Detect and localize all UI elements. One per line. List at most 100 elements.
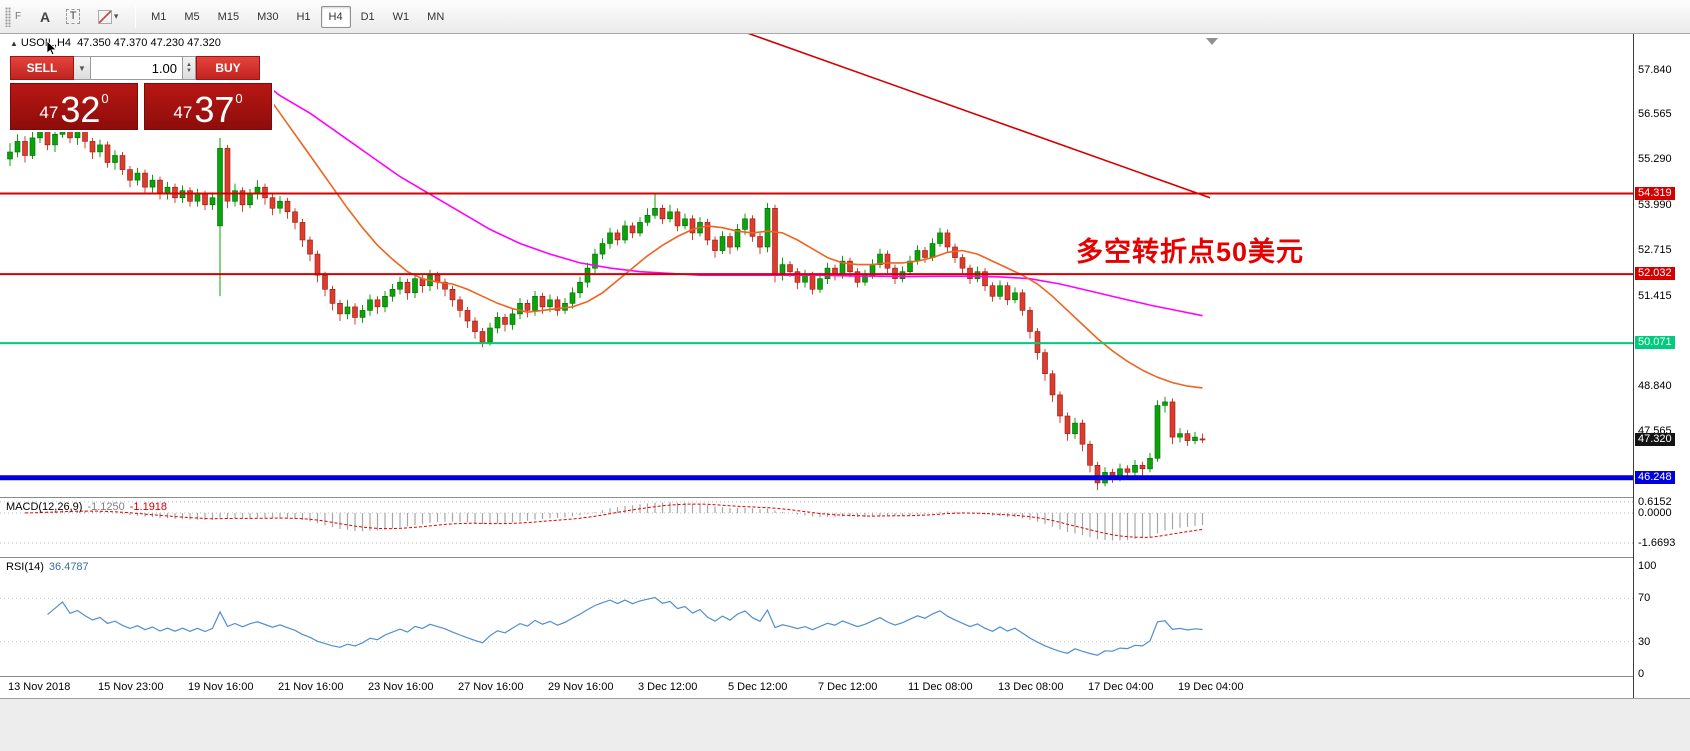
price-chart[interactable] — [0, 34, 1633, 497]
buy-price-box[interactable]: 47 37 0 — [144, 83, 272, 130]
panel-separator[interactable] — [0, 497, 1690, 498]
rsi-scale-tick: 0 — [1638, 668, 1645, 680]
chart-shift-icon[interactable] — [1206, 38, 1218, 45]
chart-annotation-text: 多空转折点50美元 — [1076, 237, 1305, 267]
chevron-down-icon: ▾ — [113, 11, 119, 21]
buy-price-sup: 0 — [235, 91, 243, 106]
macd-signal-value: -1.1918 — [129, 501, 168, 513]
time-axis-label: 19 Dec 04:00 — [1178, 681, 1244, 693]
rsi-scale-tick: 70 — [1638, 592, 1651, 605]
rsi-value: 36.4787 — [48, 561, 89, 573]
symbol-ohlc-line: ▲ USOIL,H4 47.350 47.370 47.230 47.320 — [10, 37, 221, 49]
stepper-up-icon[interactable]: ▲ — [186, 62, 192, 68]
rsi-line — [47, 596, 1203, 656]
macd-main-value: -1.1250 — [87, 501, 125, 513]
symbol-label: USOIL,H4 — [20, 37, 72, 49]
one-click-trade-panel: SELL ▼ 1.00 ▲ ▼ BUY 47 32 0 47 37 0 — [8, 54, 274, 132]
candles-group — [7, 113, 1206, 490]
tf-button-W1[interactable]: W1 — [385, 6, 418, 28]
level-price-label: 54.319 — [1635, 186, 1675, 200]
sell-price-box[interactable]: 47 32 0 — [10, 83, 138, 130]
rsi-scale-tick: 30 — [1638, 635, 1651, 648]
price-tick: 55.290 — [1638, 153, 1672, 166]
volume-dropdown-button[interactable]: ▼ — [74, 56, 91, 80]
trend-line[interactable] — [745, 34, 1211, 199]
volume-stepper[interactable]: ▲ ▼ — [183, 56, 196, 80]
panel-separator[interactable] — [0, 676, 1690, 677]
tf-button-M5[interactable]: M5 — [176, 6, 207, 28]
macd-histogram — [24, 502, 1204, 541]
macd-scale-tick: 0.0000 — [1638, 507, 1672, 519]
time-axis-label: 17 Dec 04:00 — [1088, 681, 1154, 693]
rsi-title: RSI(14) — [6, 561, 44, 573]
sell-price-big: 32 — [60, 89, 101, 130]
tf-button-D1[interactable]: D1 — [353, 6, 383, 28]
current-price-label: 47.320 — [1635, 432, 1675, 446]
text-label-tool-button[interactable]: A — [32, 4, 58, 30]
sell-button[interactable]: SELL — [10, 56, 74, 80]
chart-window[interactable]: ▲ USOIL,H4 47.350 47.370 47.230 47.320 S… — [0, 34, 1690, 698]
time-axis-label: 11 Dec 08:00 — [908, 681, 973, 693]
level-price-label: 52.032 — [1635, 267, 1675, 281]
price-tick: 56.565 — [1638, 108, 1672, 121]
toolbar-separator — [135, 5, 137, 28]
time-axis-label: 27 Nov 16:00 — [458, 681, 524, 693]
rsi-chart[interactable] — [0, 558, 1633, 676]
draw-tools-icon — [97, 9, 112, 24]
price-tick: 53.990 — [1638, 199, 1672, 212]
time-axis-label: 29 Nov 16:00 — [548, 681, 614, 693]
buy-price-big: 37 — [194, 89, 235, 130]
macd-indicator-label: MACD(12,26,9) -1.1250 -1.1918 — [6, 501, 167, 513]
text-label-icon: A — [40, 8, 51, 25]
tf-button-M30[interactable]: M30 — [249, 6, 286, 28]
text-box-icon: T — [65, 9, 81, 24]
panel-separator[interactable] — [0, 557, 1690, 558]
time-axis-label: 3 Dec 12:00 — [638, 681, 698, 693]
draw-tools-button[interactable]: ▾ — [88, 4, 128, 30]
price-tick: 51.415 — [1638, 289, 1672, 302]
price-tick: 52.715 — [1638, 244, 1672, 256]
time-axis-label: 5 Dec 12:00 — [728, 681, 788, 693]
price-scale[interactable]: 57.840 56.565 55.290 53.990 52.715 51.415 48.8… — [1633, 34, 1690, 698]
stepper-down-icon[interactable]: ▼ — [186, 68, 192, 74]
macd-chart[interactable] — [0, 498, 1633, 557]
f-icon: F — [15, 11, 22, 22]
ohlc-values: 47.350 47.370 47.230 47.320 — [77, 37, 221, 49]
macd-title: MACD(12,26,9) — [6, 501, 83, 513]
time-axis[interactable]: 13 Nov 2018 15 Nov 23:00 19 Nov 16:00 21 No… — [0, 677, 1633, 698]
text-box-tool-button[interactable]: T — [60, 4, 86, 30]
time-axis-label: 21 Nov 16:00 — [278, 681, 344, 693]
time-axis-label: 19 Nov 16:00 — [188, 681, 254, 693]
tf-button-M15[interactable]: M15 — [210, 6, 247, 28]
trade-panel-toggle-icon[interactable]: ▲ — [10, 38, 18, 48]
macd-signal-line — [24, 503, 1203, 538]
macd-scale-tick: -1.6693 — [1638, 537, 1676, 550]
time-axis-label: 23 Nov 16:00 — [368, 681, 434, 693]
tf-button-MN[interactable]: MN — [419, 6, 452, 28]
volume-input[interactable]: 1.00 — [91, 56, 183, 80]
level-price-label: 46.248 — [1635, 470, 1675, 484]
bottom-strip — [0, 698, 1690, 751]
rsi-indicator-label: RSI(14) 36.4787 — [6, 561, 89, 573]
timeframe-group: M1 M5 M15 M30 H1 H4 D1 W1 MN — [142, 5, 453, 28]
time-axis-label: 7 Dec 12:00 — [818, 681, 878, 693]
price-tick: 57.840 — [1638, 63, 1672, 76]
sell-price-main: 47 — [39, 103, 59, 122]
toolbar-drag-handle[interactable] — [5, 6, 11, 27]
time-axis-label: 13 Nov 2018 — [8, 681, 71, 693]
sell-price-sup: 0 — [101, 91, 109, 106]
time-axis-label: 15 Nov 23:00 — [98, 681, 164, 693]
macd-scale-tick: 0.6152 — [1638, 495, 1672, 508]
rsi-scale-tick: 100 — [1638, 560, 1657, 572]
tf-button-M1[interactable]: M1 — [143, 6, 174, 28]
toolbar: F A T ▾ M1 M5 M15 M30 H1 H4 D1 W1 MN — [0, 0, 1690, 34]
buy-button[interactable]: BUY — [196, 56, 260, 80]
tf-button-H4[interactable]: H4 — [320, 5, 351, 28]
tf-button-H1[interactable]: H1 — [288, 6, 318, 28]
ma-orange-line — [256, 84, 1203, 389]
buy-price-main: 47 — [173, 103, 193, 122]
ma-magenta-line — [257, 77, 1203, 317]
price-tick: 48.840 — [1638, 380, 1672, 393]
time-axis-label: 13 Dec 08:00 — [998, 681, 1064, 693]
